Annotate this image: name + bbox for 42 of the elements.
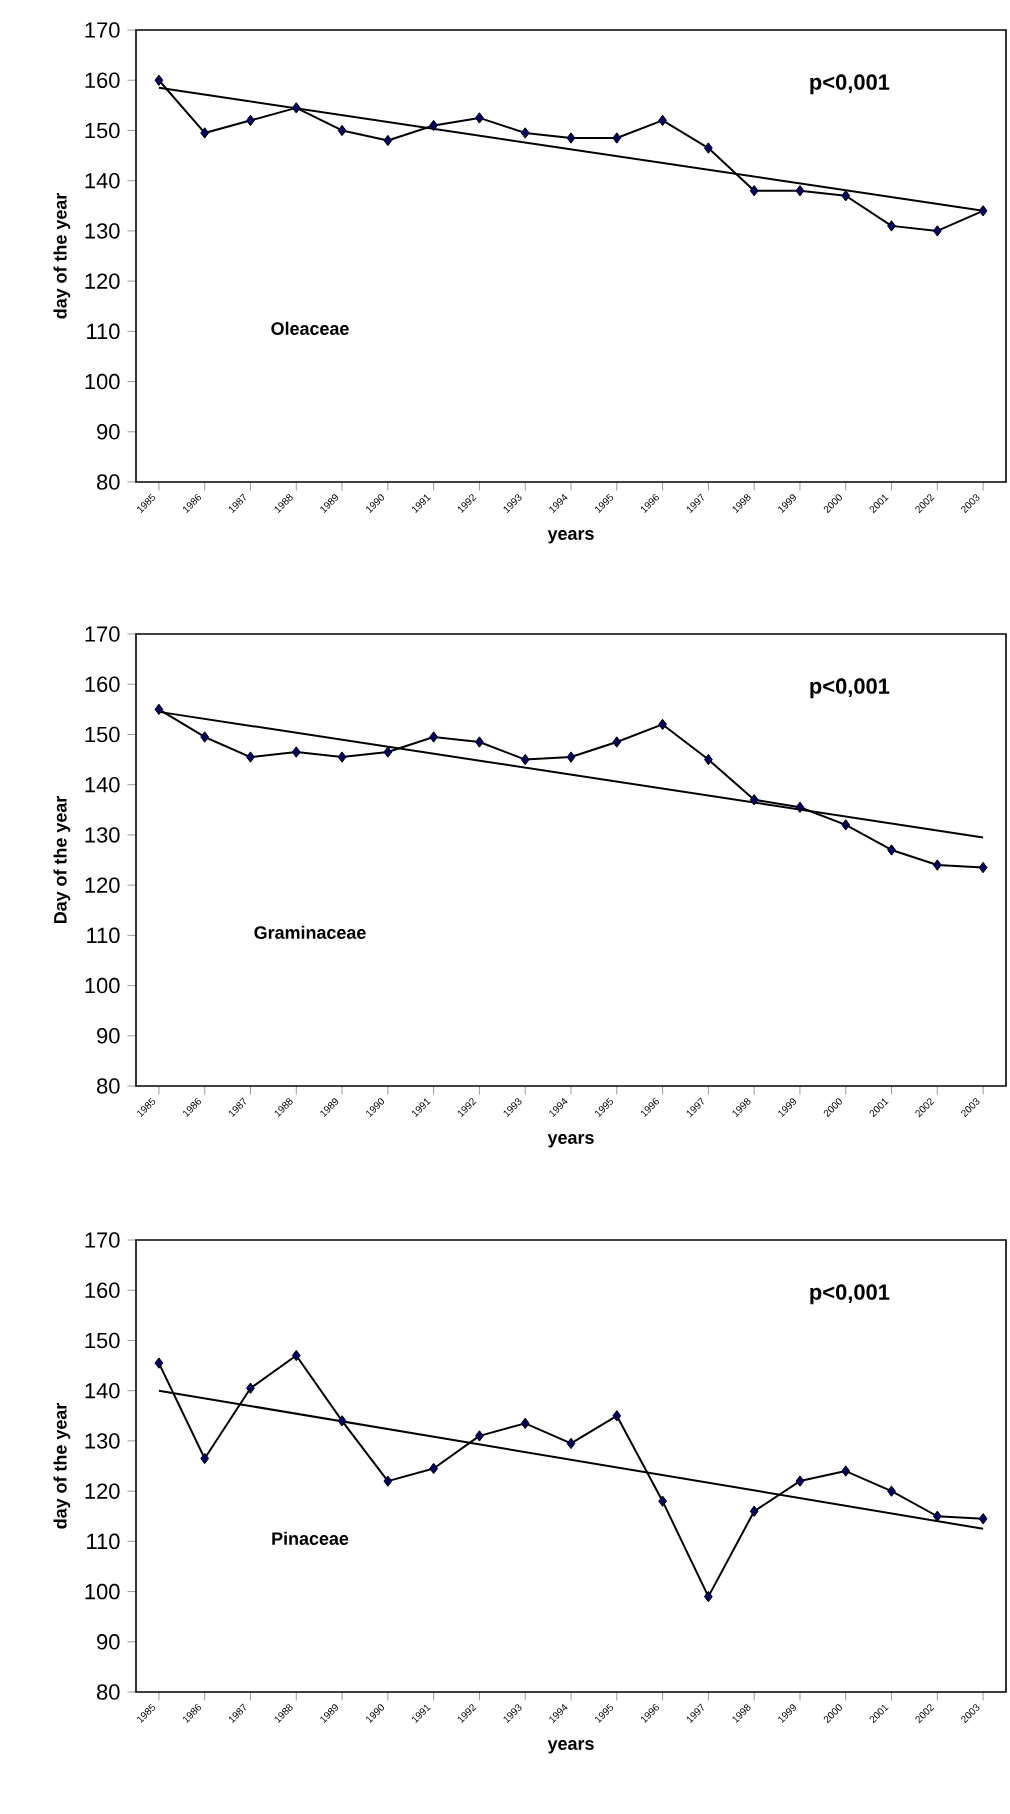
y-tick-label: 160 [85, 676, 120, 693]
annotation: Oleaceae [271, 321, 349, 335]
y-tick-label: 160 [85, 1282, 120, 1299]
y-tick-label: 130 [85, 827, 120, 843]
y-tick-label: 170 [85, 22, 120, 38]
y-tick-label: 80 [97, 1078, 120, 1094]
y-tick-label: 150 [85, 726, 120, 743]
x-axis-title: years [547, 1134, 594, 1148]
y-tick-label: 80 [97, 1684, 120, 1700]
y-tick-label: 140 [85, 776, 120, 793]
y-tick-label: 110 [87, 323, 120, 340]
y-tick-label: 120 [85, 1483, 120, 1499]
y-tick-label: 100 [85, 373, 120, 390]
annotation: Pinaceae [272, 1531, 349, 1545]
y-tick-label: 100 [85, 977, 120, 994]
annotation: p<0,001 [810, 1284, 890, 1305]
y-tick-label: 110 [87, 927, 120, 944]
y-tick-label: 150 [85, 1332, 120, 1349]
y-tick-label: 170 [85, 1232, 120, 1248]
y-tick-label: 140 [85, 1382, 120, 1399]
x-axis-title: years [547, 1740, 594, 1754]
y-tick-label: 150 [85, 122, 120, 139]
y-tick-label: 110 [87, 1533, 120, 1550]
y-tick-label: 80 [97, 474, 120, 490]
y-tick-label: 130 [85, 223, 120, 239]
y-tick-label: 90 [97, 1028, 120, 1044]
y-axis-title: day of the year [53, 193, 71, 319]
y-axis-title: Day of the year [53, 796, 71, 924]
y-tick-label: 120 [85, 877, 120, 893]
y-tick-label: 140 [85, 172, 120, 189]
annotation: Graminaceae [254, 925, 366, 939]
y-tick-label: 130 [85, 1433, 120, 1449]
y-axis-title: day of the year [53, 1403, 71, 1529]
x-axis-title: years [547, 530, 594, 544]
y-tick-label: 160 [85, 72, 120, 88]
annotation: p<0,001 [810, 74, 890, 95]
y-tick-label: 90 [97, 424, 120, 440]
y-tick-label: 100 [85, 1583, 120, 1600]
y-tick-label: 120 [85, 273, 120, 289]
y-tick-label: 170 [85, 626, 120, 642]
y-tick-label: 90 [97, 1634, 120, 1650]
annotation: p<0,001 [810, 678, 890, 699]
